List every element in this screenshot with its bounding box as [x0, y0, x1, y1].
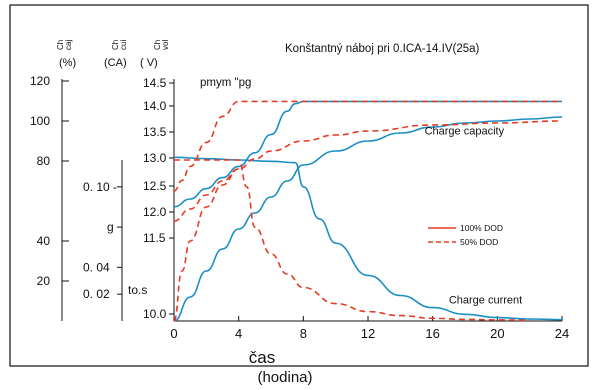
ticks-layer: 0 4 8 12 16 20 24 120 100 80 40 20 0. 10 - g 0. 04 0. 0…	[30, 74, 569, 341]
percent-tick-label: 100	[30, 114, 50, 128]
voltage-tick-label: 14.0	[143, 99, 167, 113]
voltage-tick-label: 12.0	[143, 205, 167, 219]
chart-note: pmym "pg	[200, 77, 251, 89]
current-tick-label: 0. 02	[83, 287, 110, 301]
annotation-layer: Charge capacity Charge current	[425, 126, 523, 307]
voltage-extra-label: to.s	[128, 283, 147, 297]
percent-axis-header-small: Chcaj	[56, 40, 73, 50]
percent-tick-label: 120	[30, 74, 50, 88]
x-tick-label: 16	[425, 326, 439, 341]
x-tick-label: 12	[361, 326, 375, 341]
percent-axis-header: (%)	[59, 57, 76, 69]
header-small-line: Ch	[153, 40, 162, 50]
current-tick-label: 0. 10 -	[83, 180, 117, 194]
x-axis-unit-label: (hodina)	[257, 369, 312, 386]
series-line	[173, 120, 563, 222]
percent-tick-label: 40	[37, 234, 51, 248]
header-small-line: Ch	[111, 40, 120, 50]
chart-frame	[9, 4, 589, 367]
current-tick-label: 0. 04	[83, 260, 110, 274]
legend-label: 100% DOD	[460, 223, 503, 233]
x-tick-label: 8	[300, 326, 307, 341]
series-annotation-label: Charge current	[449, 295, 522, 307]
voltage-axis-header: ( V)	[140, 57, 158, 69]
series-annotation-label: Charge capacity	[425, 126, 505, 138]
x-tick-label: 24	[555, 326, 569, 341]
percent-tick-label: 80	[37, 154, 51, 168]
series-line	[173, 168, 239, 322]
legend-label: 50% DOD	[460, 237, 498, 247]
x-axis-label: čas	[249, 348, 275, 367]
voltage-tick-label: 13.5	[143, 125, 167, 139]
series-line	[173, 100, 562, 192]
percent-tick-label: 20	[37, 274, 51, 288]
chart-title: Konštantný náboj pri 0.ICA-14.IV(25a)	[285, 43, 480, 55]
legend: 100% DOD 50% DOD	[428, 223, 503, 247]
header-small-line: vol	[161, 40, 170, 50]
voltage-tick-label: 11.5	[143, 231, 166, 245]
x-tick-label: 20	[490, 326, 504, 341]
header-small-line: caj	[64, 40, 73, 50]
current-axis-header-small: Chcui	[111, 40, 128, 50]
series-line	[173, 116, 563, 322]
voltage-tick-label: 10.0	[143, 307, 167, 321]
series-layer	[173, 100, 563, 322]
voltage-axis-header-small: Chvol	[153, 40, 170, 50]
current-axis-header: (CA)	[104, 57, 127, 69]
voltage-tick-label: 12.5	[143, 179, 167, 193]
header-small-line: cui	[119, 40, 128, 50]
header-small-line: Ch	[56, 40, 65, 50]
x-tick-label: 4	[235, 326, 242, 341]
voltage-tick-label: 13.0	[143, 151, 167, 165]
voltage-tick-label: 14.5	[143, 76, 167, 90]
series-line	[173, 159, 530, 322]
current-tick-label: g	[107, 220, 114, 234]
x-tick-label: 0	[170, 326, 177, 341]
